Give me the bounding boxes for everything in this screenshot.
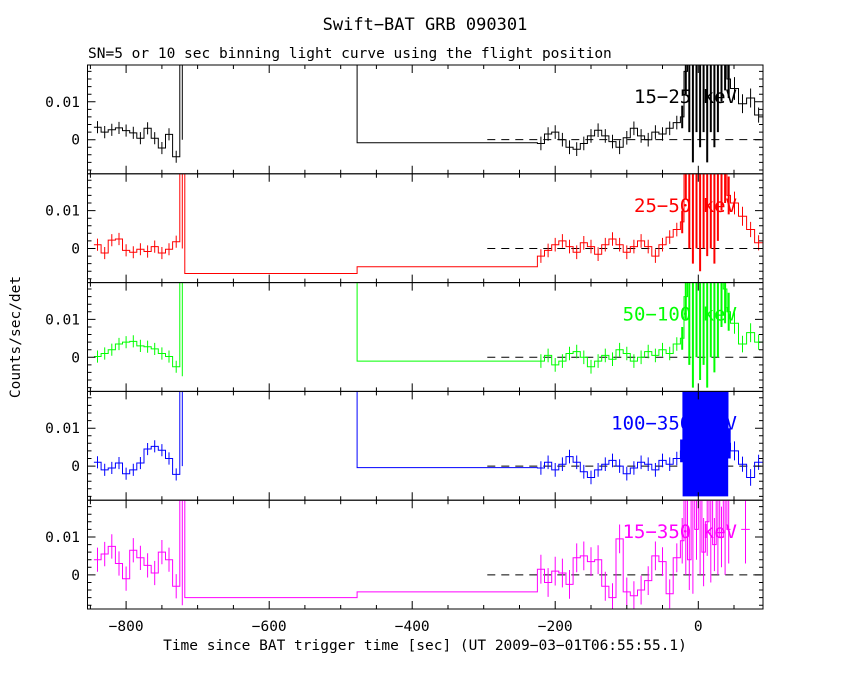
- y-tick-label: 0.01: [45, 312, 80, 328]
- y-tick-label: 0: [71, 242, 80, 258]
- y-tick-label: 0.01: [45, 204, 80, 220]
- panel-frame: [87, 282, 764, 392]
- light-curve-steps: [93, 282, 763, 368]
- error-bars: [97, 173, 760, 263]
- error-bars: [681, 282, 730, 388]
- x-tick-label: −200: [538, 619, 573, 635]
- x-tick-label: −400: [395, 619, 430, 635]
- energy-band-label: 50−100 keV: [623, 304, 737, 326]
- panel-15−350-keV: 15−350 keV 0 0.01: [45, 499, 764, 610]
- error-bars: [97, 500, 746, 610]
- panel-frame: [87, 499, 764, 610]
- y-tick-label: 0: [71, 459, 80, 475]
- axis-ticks: [87, 391, 763, 501]
- error-bars: [680, 391, 731, 497]
- x-tick-label: −600: [252, 619, 287, 635]
- plot-subtitle: SN=5 or 10 sec binning light curve using…: [88, 46, 612, 62]
- panel-frame: [87, 64, 764, 175]
- panel-50−100-keV: 50−100 keV 0 0.01: [45, 282, 764, 392]
- error-bars: [97, 282, 760, 377]
- error-bars: [97, 65, 760, 163]
- light-curve-steps: [93, 65, 763, 158]
- y-tick-label: 0: [71, 568, 80, 584]
- x-tick-label: −800: [109, 619, 144, 635]
- x-tick-label: 0: [694, 619, 703, 635]
- y-tick-label: 0.01: [45, 95, 80, 111]
- y-tick-label: 0: [71, 133, 80, 149]
- plot-title: Swift−BAT GRB 090301: [322, 15, 528, 35]
- energy-band-label: 15−350 keV: [623, 521, 737, 543]
- axis-ticks: [87, 65, 763, 174]
- error-bars: [681, 65, 730, 163]
- axis-ticks: [87, 282, 763, 392]
- y-tick-label: 0.01: [45, 530, 80, 546]
- y-tick-label: 0: [71, 350, 80, 366]
- error-bars: [97, 391, 760, 486]
- y-tick-label: 0.01: [45, 421, 80, 437]
- axis-ticks: [87, 173, 763, 283]
- axis-ticks: [87, 500, 763, 609]
- error-bars: [681, 173, 730, 272]
- x-axis-title: Time since BAT trigger time [sec] (UT 20…: [163, 638, 687, 654]
- panel-frame: [87, 390, 764, 501]
